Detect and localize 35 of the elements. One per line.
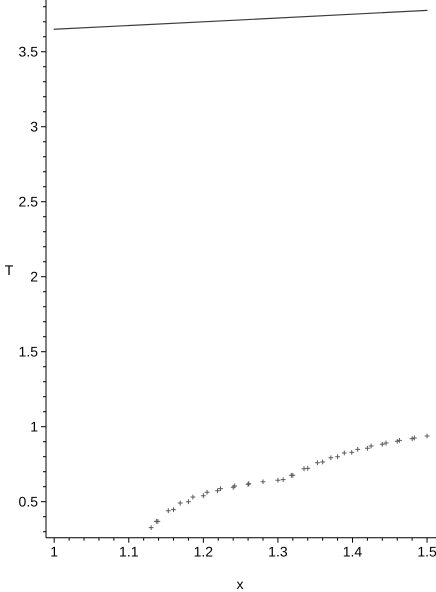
x-tick-label: 1.2 <box>194 544 214 560</box>
x-tick-label: 1 <box>50 544 58 560</box>
y-tick-label: 0.5 <box>18 494 38 510</box>
y-tick-label: 2.5 <box>18 194 38 210</box>
x-tick-label: 1.5 <box>417 544 436 560</box>
point <box>177 500 184 506</box>
point <box>328 454 334 461</box>
y-tick-label: 1.5 <box>18 344 38 360</box>
x-axis-title: x <box>236 576 244 592</box>
y-tick-label: 2 <box>30 268 38 285</box>
point <box>190 494 196 500</box>
point <box>186 498 192 505</box>
point <box>275 477 281 484</box>
y-tick-label: 3 <box>30 118 38 135</box>
y-tick-label: 1 <box>30 418 38 435</box>
point <box>165 508 172 514</box>
x-tick-label: 1.3 <box>268 544 288 560</box>
point <box>204 489 210 496</box>
point <box>200 492 206 499</box>
point <box>320 459 326 465</box>
point <box>424 433 430 439</box>
point <box>368 443 374 449</box>
point <box>334 454 340 460</box>
point <box>314 460 320 466</box>
point <box>379 441 386 448</box>
x-tick-label: 1.1 <box>119 544 139 560</box>
point <box>304 466 311 472</box>
y-tick-label: 3.5 <box>18 44 38 60</box>
point <box>341 450 348 456</box>
point <box>214 488 220 494</box>
point <box>383 440 389 446</box>
point <box>260 478 266 485</box>
point <box>301 466 307 472</box>
x-tick-label: 1.4 <box>342 544 362 560</box>
y-axis-title: T <box>4 262 14 278</box>
